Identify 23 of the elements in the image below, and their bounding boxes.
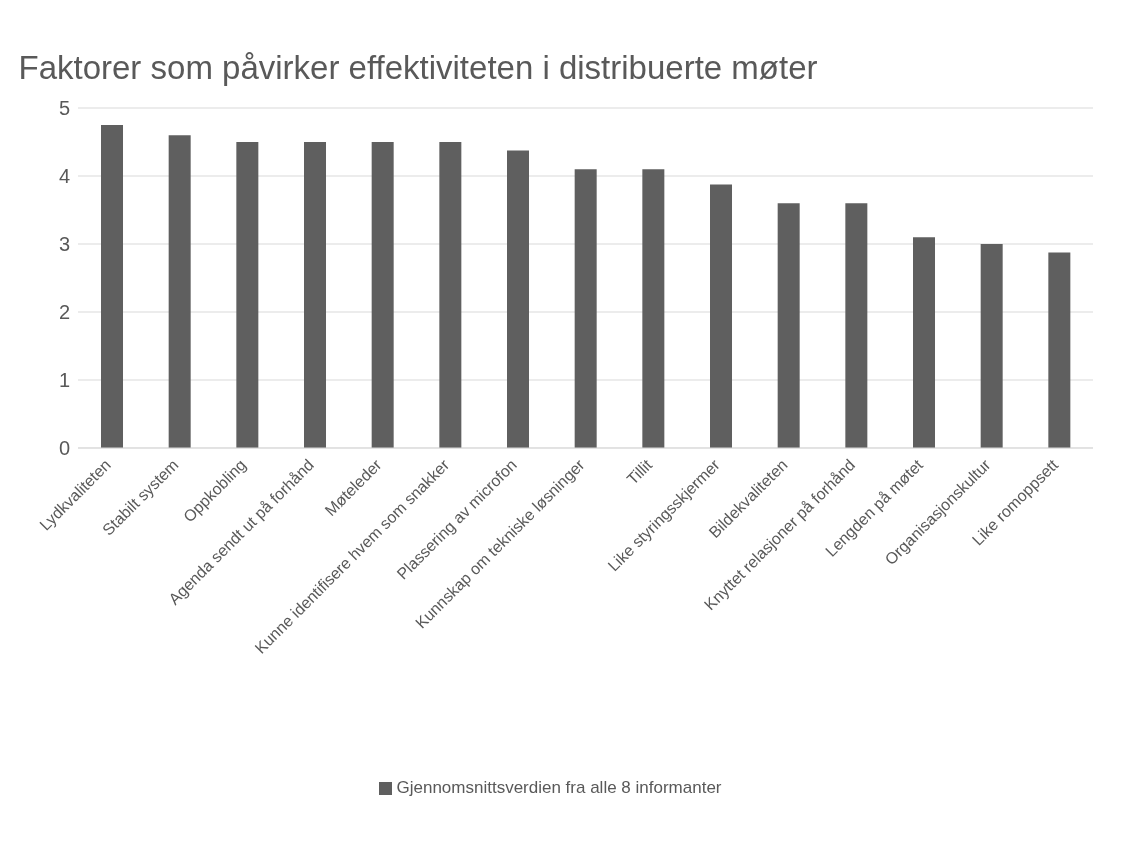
bar <box>236 142 259 448</box>
legend-label: Gjennomsnittsverdien fra alle 8 informanter <box>396 778 722 797</box>
bar <box>642 169 665 448</box>
bar <box>439 142 462 448</box>
bar <box>913 237 936 448</box>
bar <box>101 125 124 448</box>
bar <box>980 244 1003 448</box>
y-tick-label: 3 <box>58 233 70 256</box>
chart-title: Faktorer som påvirker effektiviteten i distribuerte møter <box>17 48 819 88</box>
y-tick-label: 0 <box>58 437 70 460</box>
bar <box>574 169 597 448</box>
bar <box>845 203 868 448</box>
bar <box>777 203 800 448</box>
bar <box>168 135 191 448</box>
y-tick-label: 2 <box>58 301 70 324</box>
y-tick-label: 4 <box>58 165 70 188</box>
y-tick-label: 1 <box>58 369 70 392</box>
bar <box>1048 252 1071 448</box>
bar <box>304 142 327 448</box>
bar <box>710 184 733 448</box>
y-tick-label: 5 <box>58 97 70 120</box>
bar <box>371 142 394 448</box>
bar <box>507 150 530 448</box>
